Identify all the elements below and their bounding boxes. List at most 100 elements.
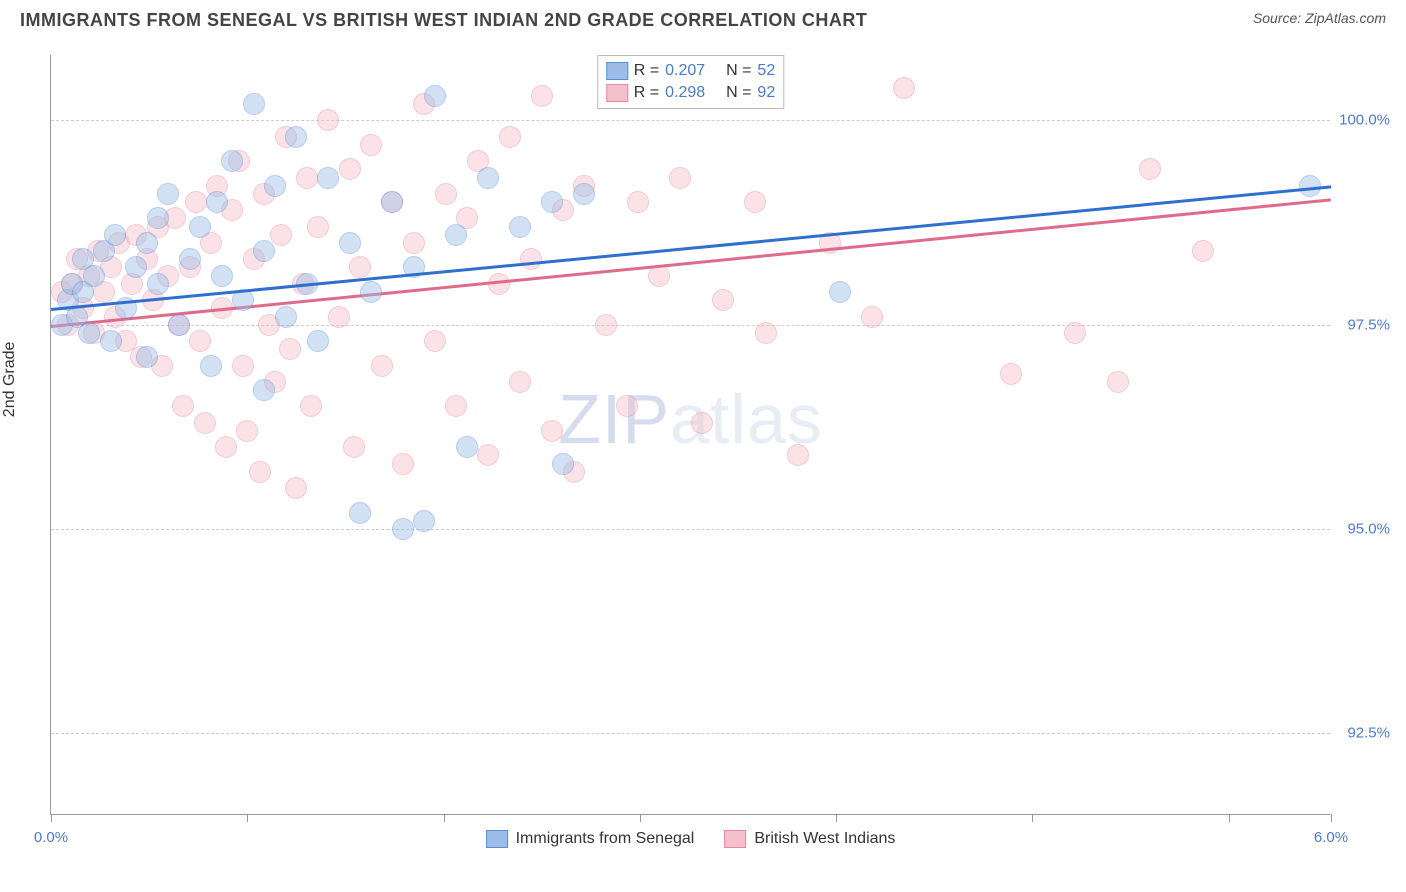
data-point-bwi — [424, 330, 446, 352]
data-point-bwi — [541, 420, 563, 442]
data-point-senegal — [509, 216, 531, 238]
data-point-bwi — [1107, 371, 1129, 393]
ytick-label: 95.0% — [1347, 520, 1390, 537]
n-value-senegal: 52 — [757, 62, 775, 80]
gridline — [51, 529, 1330, 530]
data-point-senegal — [552, 453, 574, 475]
data-point-bwi — [435, 183, 457, 205]
ytick-label: 97.5% — [1347, 316, 1390, 333]
xtick — [1229, 814, 1230, 822]
n-value-bwi: 92 — [757, 84, 775, 102]
data-point-bwi — [215, 436, 237, 458]
data-point-senegal — [573, 183, 595, 205]
data-point-senegal — [104, 224, 126, 246]
data-point-bwi — [339, 158, 361, 180]
data-point-senegal — [349, 502, 371, 524]
gridline — [51, 325, 1330, 326]
xtick-label: 0.0% — [34, 829, 68, 846]
scatter-chart: ZIPatlas R = 0.207 N = 52 R = 0.298 N = … — [50, 55, 1330, 815]
data-point-bwi — [669, 167, 691, 189]
data-point-bwi — [787, 444, 809, 466]
data-point-senegal — [275, 306, 297, 328]
data-point-senegal — [125, 256, 147, 278]
data-point-senegal — [243, 93, 265, 115]
data-point-senegal — [285, 126, 307, 148]
data-point-senegal — [147, 207, 169, 229]
data-point-bwi — [300, 395, 322, 417]
data-point-bwi — [531, 85, 553, 107]
data-point-bwi — [403, 232, 425, 254]
data-point-senegal — [339, 232, 361, 254]
data-point-senegal — [541, 191, 563, 213]
xtick — [836, 814, 837, 822]
n-label: N = — [726, 84, 751, 102]
r-label: R = — [634, 84, 659, 102]
data-point-bwi — [1139, 158, 1161, 180]
swatch-senegal — [606, 62, 628, 80]
data-point-bwi — [349, 256, 371, 278]
data-point-senegal — [157, 183, 179, 205]
data-point-senegal — [264, 175, 286, 197]
data-point-senegal — [456, 436, 478, 458]
data-point-senegal — [200, 355, 222, 377]
data-point-bwi — [744, 191, 766, 213]
data-point-bwi — [755, 322, 777, 344]
trend-line-senegal — [51, 186, 1331, 311]
xtick — [1331, 814, 1332, 822]
swatch-bwi — [606, 84, 628, 102]
data-point-bwi — [509, 371, 531, 393]
data-point-bwi — [249, 461, 271, 483]
data-point-senegal — [424, 85, 446, 107]
data-point-bwi — [893, 77, 915, 99]
data-point-senegal — [253, 379, 275, 401]
data-point-senegal — [136, 346, 158, 368]
legend-stats: R = 0.207 N = 52 R = 0.298 N = 92 — [597, 55, 784, 109]
data-point-bwi — [371, 355, 393, 377]
data-point-bwi — [296, 167, 318, 189]
legend-row-senegal: R = 0.207 N = 52 — [606, 60, 775, 82]
gridline — [51, 733, 1330, 734]
data-point-bwi — [499, 126, 521, 148]
xtick — [640, 814, 641, 822]
data-point-bwi — [328, 306, 350, 328]
data-point-bwi — [360, 134, 382, 156]
data-point-bwi — [285, 477, 307, 499]
data-point-senegal — [83, 265, 105, 287]
data-point-senegal — [189, 216, 211, 238]
data-point-bwi — [445, 395, 467, 417]
data-point-bwi — [307, 216, 329, 238]
r-value-senegal: 0.207 — [665, 62, 705, 80]
ytick-label: 92.5% — [1347, 725, 1390, 742]
data-point-senegal — [307, 330, 329, 352]
data-point-bwi — [627, 191, 649, 213]
data-point-senegal — [78, 322, 100, 344]
legend-row-bwi: R = 0.298 N = 92 — [606, 82, 775, 104]
data-point-senegal — [211, 265, 233, 287]
data-point-senegal — [317, 167, 339, 189]
data-point-bwi — [172, 395, 194, 417]
r-value-bwi: 0.298 — [665, 84, 705, 102]
legend-item-bwi: British West Indians — [724, 830, 895, 848]
data-point-bwi — [477, 444, 499, 466]
y-axis-label: 2nd Grade — [1, 342, 19, 418]
swatch-senegal — [486, 830, 508, 848]
gridline — [51, 120, 1330, 121]
data-point-bwi — [189, 330, 211, 352]
data-point-bwi — [279, 338, 301, 360]
chart-title: IMMIGRANTS FROM SENEGAL VS BRITISH WEST … — [20, 10, 867, 31]
data-point-senegal — [221, 150, 243, 172]
data-point-senegal — [147, 273, 169, 295]
ytick-label: 100.0% — [1339, 112, 1390, 129]
source-attribution: Source: ZipAtlas.com — [1253, 10, 1386, 26]
source-prefix: Source: — [1253, 10, 1305, 26]
swatch-bwi — [724, 830, 746, 848]
data-point-bwi — [343, 436, 365, 458]
data-point-bwi — [1192, 240, 1214, 262]
legend-item-senegal: Immigrants from Senegal — [486, 830, 695, 848]
xtick — [444, 814, 445, 822]
data-point-senegal — [168, 314, 190, 336]
xtick — [51, 814, 52, 822]
source-name: ZipAtlas.com — [1305, 10, 1386, 26]
data-point-senegal — [381, 191, 403, 213]
data-point-bwi — [317, 109, 339, 131]
